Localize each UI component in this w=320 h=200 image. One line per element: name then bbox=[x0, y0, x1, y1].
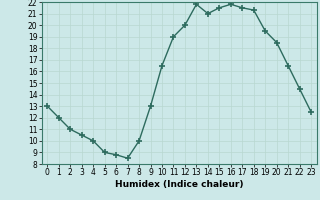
X-axis label: Humidex (Indice chaleur): Humidex (Indice chaleur) bbox=[115, 180, 244, 189]
